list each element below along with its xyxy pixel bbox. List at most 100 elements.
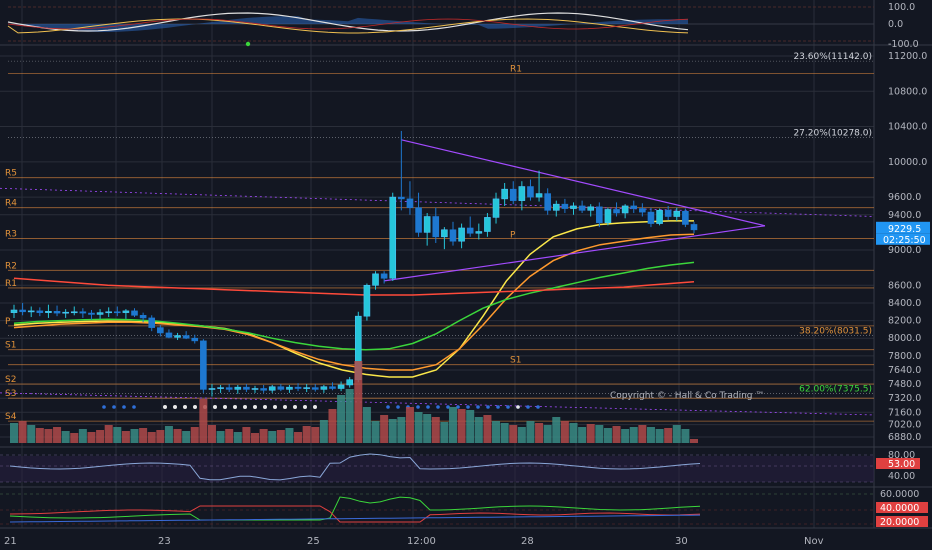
volume-bar xyxy=(371,421,380,443)
last-price-tag xyxy=(876,221,930,234)
volume-bar xyxy=(655,429,664,443)
candle-body xyxy=(70,311,78,314)
candle-body xyxy=(509,188,517,201)
fib-label: 38.20%(8031.5) xyxy=(799,326,872,336)
price-axis-tick-label: 9400.0 xyxy=(888,210,921,221)
oscillator-wave-area xyxy=(8,16,688,32)
price-axis-tick-label: 11200.0 xyxy=(888,51,927,62)
candle-body xyxy=(157,327,164,334)
candle-body xyxy=(449,229,457,242)
candle-body xyxy=(613,209,620,214)
volume-bar xyxy=(35,428,44,443)
candle-body xyxy=(174,335,181,338)
volume-bar xyxy=(139,428,148,443)
volume-bar xyxy=(448,407,457,443)
signal-dot-blue xyxy=(132,405,136,409)
volume-bar xyxy=(431,417,440,443)
signal-dot-blue xyxy=(436,405,440,409)
volume-bar xyxy=(147,432,156,443)
price-axis-tick-label: 7640.0 xyxy=(888,365,921,376)
candle-body xyxy=(518,186,526,201)
candle-body xyxy=(277,386,285,390)
volume-bar xyxy=(638,425,647,443)
rsi-panel[interactable] xyxy=(0,453,874,483)
signal-dot-white xyxy=(303,405,307,409)
trend-line-dotted xyxy=(0,187,875,217)
signal-dot-white xyxy=(273,405,277,409)
candle-body xyxy=(432,216,440,238)
volume-bar xyxy=(526,421,535,443)
dmi-panel[interactable] xyxy=(0,493,874,525)
candle-body xyxy=(501,188,508,200)
volume-bar xyxy=(302,426,311,443)
signal-dot-white xyxy=(313,405,317,409)
candle-body xyxy=(286,386,293,390)
price-axis-tick-label: 7480.0 xyxy=(888,379,921,390)
candle-body xyxy=(441,229,448,238)
candle-body xyxy=(294,386,302,389)
candle-body xyxy=(79,311,87,314)
oscillator-signal-dot xyxy=(245,41,251,47)
triangle-lower-line xyxy=(384,225,766,282)
oscillator-line-yellow xyxy=(7,18,689,34)
time-axis-tick-label: 30 xyxy=(675,536,688,547)
signal-dot-white xyxy=(283,405,287,409)
candle-body xyxy=(165,332,173,338)
candle-body xyxy=(200,340,207,390)
time-axis-tick-label: 12:00 xyxy=(407,536,436,547)
candle-body xyxy=(406,198,414,208)
volume-bar xyxy=(423,414,432,443)
volume-bar xyxy=(457,409,466,443)
dmi-axis-tick-label: 20.0000 xyxy=(880,517,919,528)
volume-bar xyxy=(509,425,518,443)
candle-body xyxy=(578,205,586,211)
volume-bar xyxy=(388,419,397,443)
candle-body xyxy=(527,186,534,198)
volume-bar xyxy=(70,433,79,443)
volume-bar xyxy=(337,395,346,443)
candle-body xyxy=(639,208,646,213)
price-axis-tick-label: 7160.0 xyxy=(888,407,921,418)
top-oscillator-panel[interactable] xyxy=(7,6,874,47)
time-axis-tick-label: 21 xyxy=(4,536,17,547)
candle-body xyxy=(131,310,138,316)
pivot-label: P xyxy=(510,231,516,241)
volume-bar xyxy=(276,430,285,443)
candle-body xyxy=(596,206,603,223)
volume-bar xyxy=(560,421,569,443)
volume-bar xyxy=(362,407,371,443)
signal-dot-white xyxy=(293,405,297,409)
dmi-minus-line xyxy=(9,505,701,523)
volume-bar xyxy=(595,425,604,443)
rsi-axis-tick-label: 80.00 xyxy=(888,450,915,461)
volume-bar xyxy=(78,429,87,443)
fib-label: 62.00%(7375.5) xyxy=(799,384,872,394)
volume-bar xyxy=(543,425,552,443)
volume-bar xyxy=(328,409,337,443)
time-axis[interactable]: 21 23 25 12:00 28 30 Nov xyxy=(4,536,824,547)
candle-body xyxy=(587,206,595,211)
volume-bar xyxy=(380,415,389,443)
grid xyxy=(0,0,932,529)
volume-bar xyxy=(207,425,216,443)
countdown-label: 02:25:50 xyxy=(883,235,926,246)
volume-bar xyxy=(87,432,96,443)
candle-body xyxy=(36,310,44,313)
candle-body xyxy=(88,312,95,315)
signal-dot-blue xyxy=(466,405,470,409)
volume-bar xyxy=(603,428,612,443)
signal-dot-blue xyxy=(486,405,490,409)
candle-body xyxy=(251,388,259,390)
candle-body xyxy=(96,312,104,315)
candle-body xyxy=(423,216,431,233)
volume-bar xyxy=(96,430,105,443)
signal-dot-blue xyxy=(536,405,540,409)
candle-body xyxy=(191,337,199,342)
rsi-axis-tick-label: 40.00 xyxy=(888,471,915,482)
price-axis-tick-label: 8400.0 xyxy=(888,298,921,309)
price-axis-tick-label: 10800.0 xyxy=(888,86,927,97)
volume-bar xyxy=(345,389,354,443)
candle-body xyxy=(260,388,267,391)
